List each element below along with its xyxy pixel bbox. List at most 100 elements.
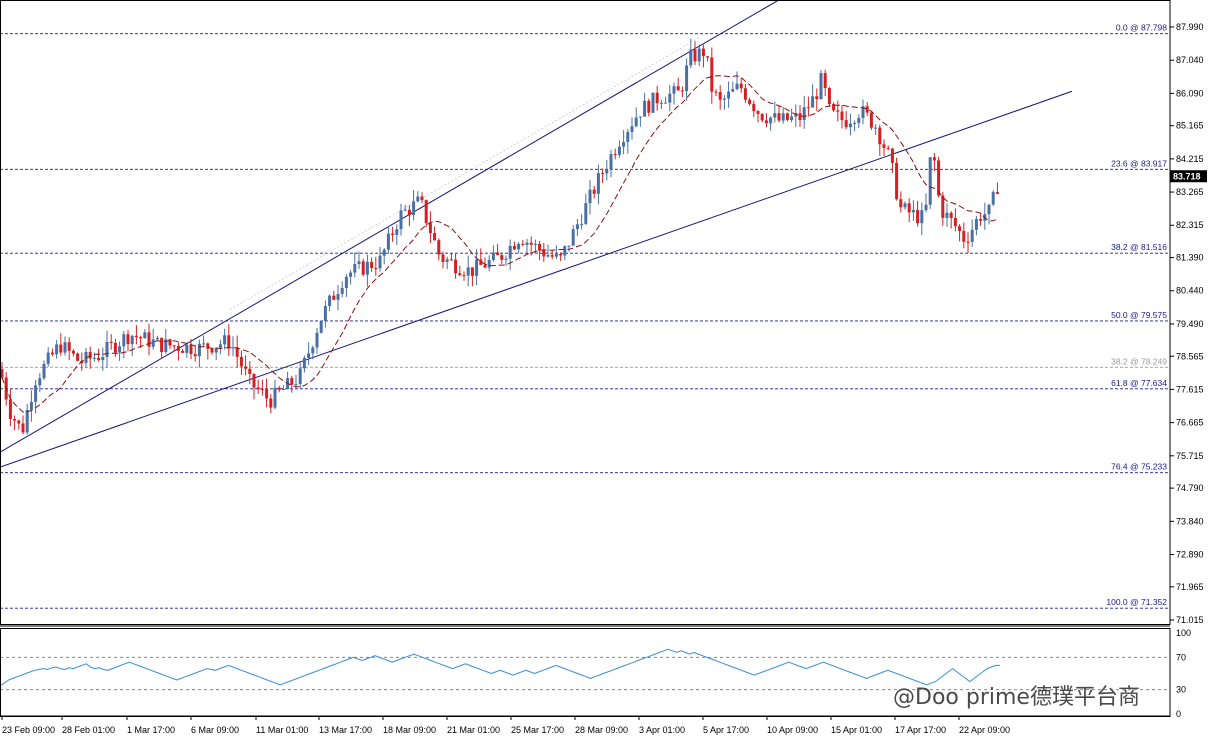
oscillator-tick-label: 70: [1176, 652, 1186, 662]
candle-body: [840, 111, 844, 121]
candle-body: [710, 57, 714, 92]
candle-body: [592, 189, 596, 194]
fib-level-label: 38.2 @ 81.516: [1111, 242, 1167, 252]
candle-body: [475, 259, 479, 276]
candle-body: [819, 73, 823, 100]
oscillator-line: [0, 648, 1000, 687]
candle-body: [517, 243, 521, 250]
candle-body: [861, 106, 865, 118]
fib-level-label: 23.6 @ 83.917: [1111, 158, 1167, 168]
candle-body: [328, 295, 332, 307]
candle-body: [50, 352, 54, 355]
candle-body: [995, 192, 999, 194]
price-tick-label: 86.090: [1176, 88, 1204, 98]
candle-body: [126, 334, 130, 345]
current-price-tag: [1170, 170, 1207, 183]
time-tick-label: 28 Feb 01:00: [62, 725, 115, 735]
candle-body: [122, 334, 126, 347]
candle-body: [647, 100, 651, 113]
candle-body: [554, 253, 558, 257]
oscillator-panel: 100 70 30 0: [0, 628, 1191, 719]
candle-body: [836, 110, 840, 112]
candle-body: [941, 195, 945, 218]
candle-body: [172, 345, 176, 347]
candle-body: [899, 199, 903, 208]
price-tick-label: 80.440: [1176, 286, 1204, 296]
candle-body: [701, 48, 705, 57]
candle-body: [269, 398, 273, 408]
price-tick-label: 85.165: [1176, 121, 1204, 131]
candle-body: [882, 144, 886, 148]
candle-body: [181, 350, 185, 353]
candle-body: [546, 255, 550, 257]
candle-body: [46, 352, 50, 364]
candle-body: [722, 98, 726, 100]
price-tick-label: 87.990: [1176, 22, 1204, 32]
candle-body: [853, 122, 857, 124]
candle-body: [323, 306, 327, 321]
candle-body: [601, 173, 605, 175]
candle-body: [970, 229, 974, 242]
candle-body: [391, 233, 395, 235]
oscillator-tick-label: 100: [1176, 628, 1191, 638]
candle-body: [437, 240, 441, 255]
candle-body: [802, 107, 806, 121]
candle-body: [139, 337, 143, 339]
candle-body: [878, 127, 882, 145]
fib-level-label: 50.0 @ 79.575: [1111, 310, 1167, 320]
current-price-label: 83.718: [1173, 172, 1201, 182]
candle-body: [743, 88, 747, 100]
candle-body: [529, 242, 533, 245]
candle-body: [575, 224, 579, 230]
candle-body: [748, 99, 752, 104]
candle-body: [815, 96, 819, 100]
candle-body: [731, 89, 735, 92]
time-tick-label: 13 Mar 17:00: [319, 725, 372, 735]
candle-body: [508, 245, 512, 259]
candle-body: [420, 196, 424, 201]
candle-body: [223, 335, 227, 345]
candle-body: [248, 368, 252, 374]
fib-trend-line: [229, 36, 701, 310]
candle-body: [844, 120, 848, 128]
candle-body: [630, 126, 634, 132]
candle-body: [416, 196, 420, 202]
candle-body: [714, 91, 718, 93]
candle-body: [307, 353, 311, 358]
candle-body: [97, 357, 101, 361]
candle-body: [395, 229, 399, 235]
time-tick-label: 18 Mar 09:00: [383, 725, 436, 735]
candle-body: [924, 204, 928, 211]
time-tick-label: 15 Apr 01:00: [831, 725, 882, 735]
candle-body: [764, 120, 768, 124]
candle-body: [756, 111, 760, 114]
candle-body: [920, 210, 924, 224]
oscillator-tick-label: 0: [1176, 709, 1181, 719]
candle-body: [634, 117, 638, 127]
candle-body: [454, 259, 458, 274]
candle-body: [512, 245, 516, 250]
time-tick-label: 23 Feb 09:00: [2, 725, 55, 735]
candle-body: [538, 244, 542, 251]
candle-body: [533, 244, 537, 246]
candle-body: [105, 341, 109, 358]
candle-body: [109, 341, 113, 343]
time-tick-label: 28 Mar 09:00: [575, 725, 628, 735]
candle-body: [344, 276, 348, 288]
candle-body: [890, 148, 894, 163]
time-tick-label: 11 Mar 01:00: [256, 725, 308, 735]
time-tick-label: 6 Mar 09:00: [191, 725, 239, 735]
candle-body: [563, 246, 567, 256]
candle-body: [466, 267, 470, 276]
candle-body: [290, 378, 294, 385]
candle-body: [277, 387, 281, 390]
candle-body: [470, 267, 474, 276]
candle-body: [987, 204, 991, 215]
candle-body: [979, 219, 983, 221]
candle-body: [0, 369, 4, 378]
candle-body: [760, 113, 764, 121]
candle-body: [445, 259, 449, 262]
candle-body: [265, 389, 269, 399]
candle-body: [349, 272, 353, 277]
